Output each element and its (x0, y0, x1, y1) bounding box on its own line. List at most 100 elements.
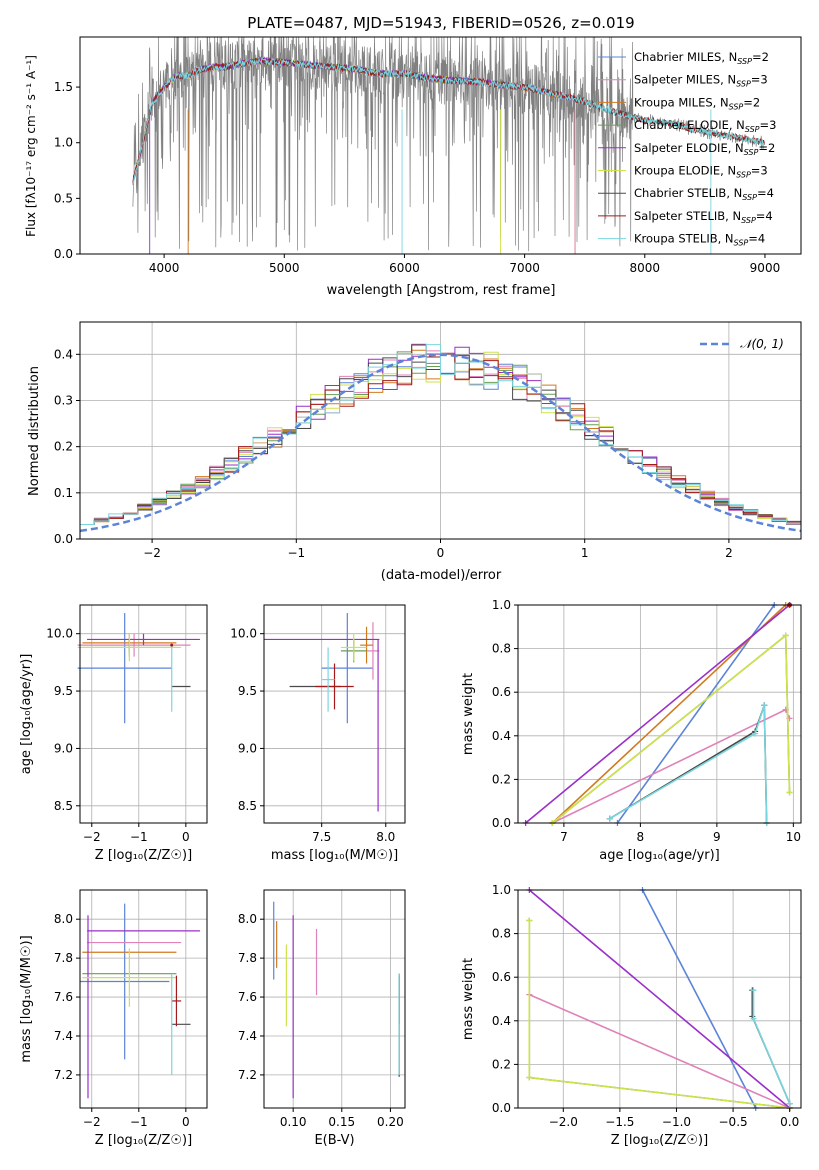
xtick-label-5: 9000 (750, 261, 781, 275)
xtick-label-2: 0.20 (377, 1115, 404, 1129)
ytick-label-3: 1.5 (54, 80, 73, 94)
normal-legend-label: 𝒩(0, 1) (740, 337, 784, 351)
age-vs-Z-panel: −2 −1 0 8.5 9.0 9.5 10.0 Z [log₁₀(Z/Z☉)] age [lo… (19, 604, 208, 863)
xtick-label-4: 0.0 (780, 1115, 799, 1129)
ytick-label-4: 0.8 (492, 642, 511, 656)
ytick-label-1: 7.4 (238, 1029, 257, 1043)
xtick-label-2: 6000 (389, 261, 420, 275)
ytick-label-2: 1.0 (54, 136, 73, 150)
line-chabrier-miles (641, 889, 757, 1109)
ytick-label-1: 9.0 (238, 741, 257, 755)
ytick-label-2: 0.4 (492, 729, 511, 743)
ytick-label-2: 7.6 (238, 990, 257, 1004)
ytick-label-2: 9.5 (54, 684, 73, 698)
spectrum-plot-area (132, 36, 766, 254)
xtick-label-2: 0 (182, 830, 190, 844)
marker-kroupa-stelib-1 (750, 1015, 757, 1022)
xtick-label-0: 0.10 (280, 1115, 307, 1129)
ytick-label-1: 0.2 (492, 1057, 511, 1071)
xtick-label-0: −2 (83, 1115, 101, 1129)
legend-label-6: Chabrier STELIB, NSSP=4 (634, 186, 774, 202)
spectrum-ylabel: Flux [fλ10⁻¹⁷ erg cm⁻² s⁻¹ A⁻¹] (24, 55, 38, 237)
xtick-label-0: −2 (83, 830, 101, 844)
massweight-vs-Z-panel: −2.0 −1.5 −1.0 −0.5 0.0 0.0 0.2 0.4 0.6 0.8 1.0 Z [… (461, 883, 802, 1148)
spectrum-yticks: 0.0 0.5 1.0 1.5 (54, 80, 80, 261)
ytick-label-3: 0.6 (492, 685, 511, 699)
line-salpeter-elodie (525, 604, 791, 824)
ytick-label-3: 7.8 (238, 951, 257, 965)
marker-kroupa-stelib-1 (752, 730, 759, 737)
ytick-label-5: 1.0 (492, 883, 511, 897)
ylabel: mass [log₁₀(M/M☉)] (19, 935, 34, 1062)
marker-kroupa-elodie-2 (786, 789, 793, 796)
marker-kroupa-elodie-1 (782, 632, 789, 639)
ytick-label-0: 7.2 (238, 1068, 257, 1082)
xtick-label-2: 0 (437, 546, 445, 560)
line-salpeter-miles (528, 993, 791, 1109)
ytick-label-4: 0.8 (492, 927, 511, 941)
spectrum-title: PLATE=0487, MJD=51943, FIBERID=0526, z=0… (247, 14, 634, 32)
axes-frame (79, 889, 208, 1109)
xtick-label-0: 7 (560, 830, 568, 844)
legend-label-3: Chabrier ELODIE, NSSP=3 (634, 118, 776, 134)
xtick-label-4: 8000 (630, 261, 661, 275)
xtick-label-1: −1.5 (605, 1115, 634, 1129)
xtick-label-0: −2 (143, 546, 161, 560)
xlabel: Z [log₁₀(Z/Z☉)] (95, 848, 192, 863)
ytick-label-1: 0.2 (492, 772, 511, 786)
xtick-label-3: 10 (786, 830, 801, 844)
marker-kroupa-stelib-0 (606, 815, 613, 822)
xtick-label-4: 2 (725, 546, 733, 560)
xlabel: age [log₁₀(age/yr)] (599, 848, 720, 863)
marker-kroupa-stelib-0 (750, 987, 757, 994)
xtick-label-1: 8.0 (376, 830, 395, 844)
line-kroupa-stelib (609, 705, 768, 824)
xlabel: mass [log₁₀(M/M☉)] (271, 848, 398, 863)
hist-kroupa-stelib (80, 344, 801, 525)
ylabel: mass weight (461, 673, 476, 755)
ytick-label-1: 7.4 (54, 1029, 73, 1043)
ytick-label-0: 8.5 (238, 799, 257, 813)
ytick-label-3: 10.0 (230, 627, 257, 641)
ytick-label-0: 0.0 (492, 1101, 511, 1115)
xlabel: Z [log₁₀(Z/Z☉)] (611, 1133, 708, 1148)
spectrum-xticks: 4000 5000 6000 7000 8000 9000 (149, 254, 780, 275)
ytick-label-0: 0.0 (54, 532, 73, 546)
residuals-ylabel: Normed distribution (27, 366, 42, 496)
xtick-label-2: −1.0 (662, 1115, 691, 1129)
ytick-label-0: 0.0 (492, 816, 511, 830)
xtick-label-2: 0 (182, 1115, 190, 1129)
ytick-label-0: 8.5 (54, 799, 73, 813)
ytick-label-1: 9.0 (54, 741, 73, 755)
xtick-label-1: 8 (637, 830, 645, 844)
ytick-label-3: 7.8 (54, 951, 73, 965)
xtick-label-2: 9 (713, 830, 721, 844)
ytick-label-3: 10.0 (46, 627, 73, 641)
ytick-label-4: 0.4 (54, 347, 73, 361)
line-salpeter-elodie (528, 889, 791, 1109)
residuals-xlabel: (data-model)/error (381, 568, 502, 583)
ylabel: age [log₁₀(age/yr)] (19, 654, 34, 775)
ytick-label-3: 0.3 (54, 393, 73, 407)
age-vs-mass-panel: 7.5 8.0 8.5 9.0 9.5 10.0 mass [log₁₀(M/M☉)] (230, 604, 406, 863)
axes-frame (263, 889, 406, 1109)
legend-label-7: Salpeter STELIB, NSSP=4 (634, 209, 773, 225)
ytick-label-0: 7.2 (54, 1068, 73, 1082)
ytick-label-1: 0.5 (54, 191, 73, 205)
model-kroupa-stelib (132, 57, 765, 186)
xtick-label-1: −1 (130, 830, 148, 844)
ytick-label-2: 0.4 (492, 1014, 511, 1028)
xtick-label-1: 0.15 (328, 1115, 355, 1129)
residuals-legend: 𝒩(0, 1) (700, 337, 784, 351)
xlabel: E(B-V) (314, 1133, 354, 1148)
point-salpeter-stelib (170, 643, 174, 647)
xtick-label-3: −0.5 (719, 1115, 748, 1129)
legend-label-4: Salpeter ELODIE, NSSP=2 (634, 141, 775, 157)
ytick-label-2: 7.6 (54, 990, 73, 1004)
residuals-panel: −2 −1 0 1 2 0.0 0.1 0.2 0.3 0.4 (data-model)/err… (27, 321, 802, 583)
residuals-plot-area (79, 343, 802, 533)
axes-frame (79, 604, 208, 824)
xtick-label-0: −2.0 (549, 1115, 578, 1129)
residuals-xticks: −2 −1 0 1 2 (143, 539, 733, 560)
ytick-label-1: 0.1 (54, 486, 73, 500)
